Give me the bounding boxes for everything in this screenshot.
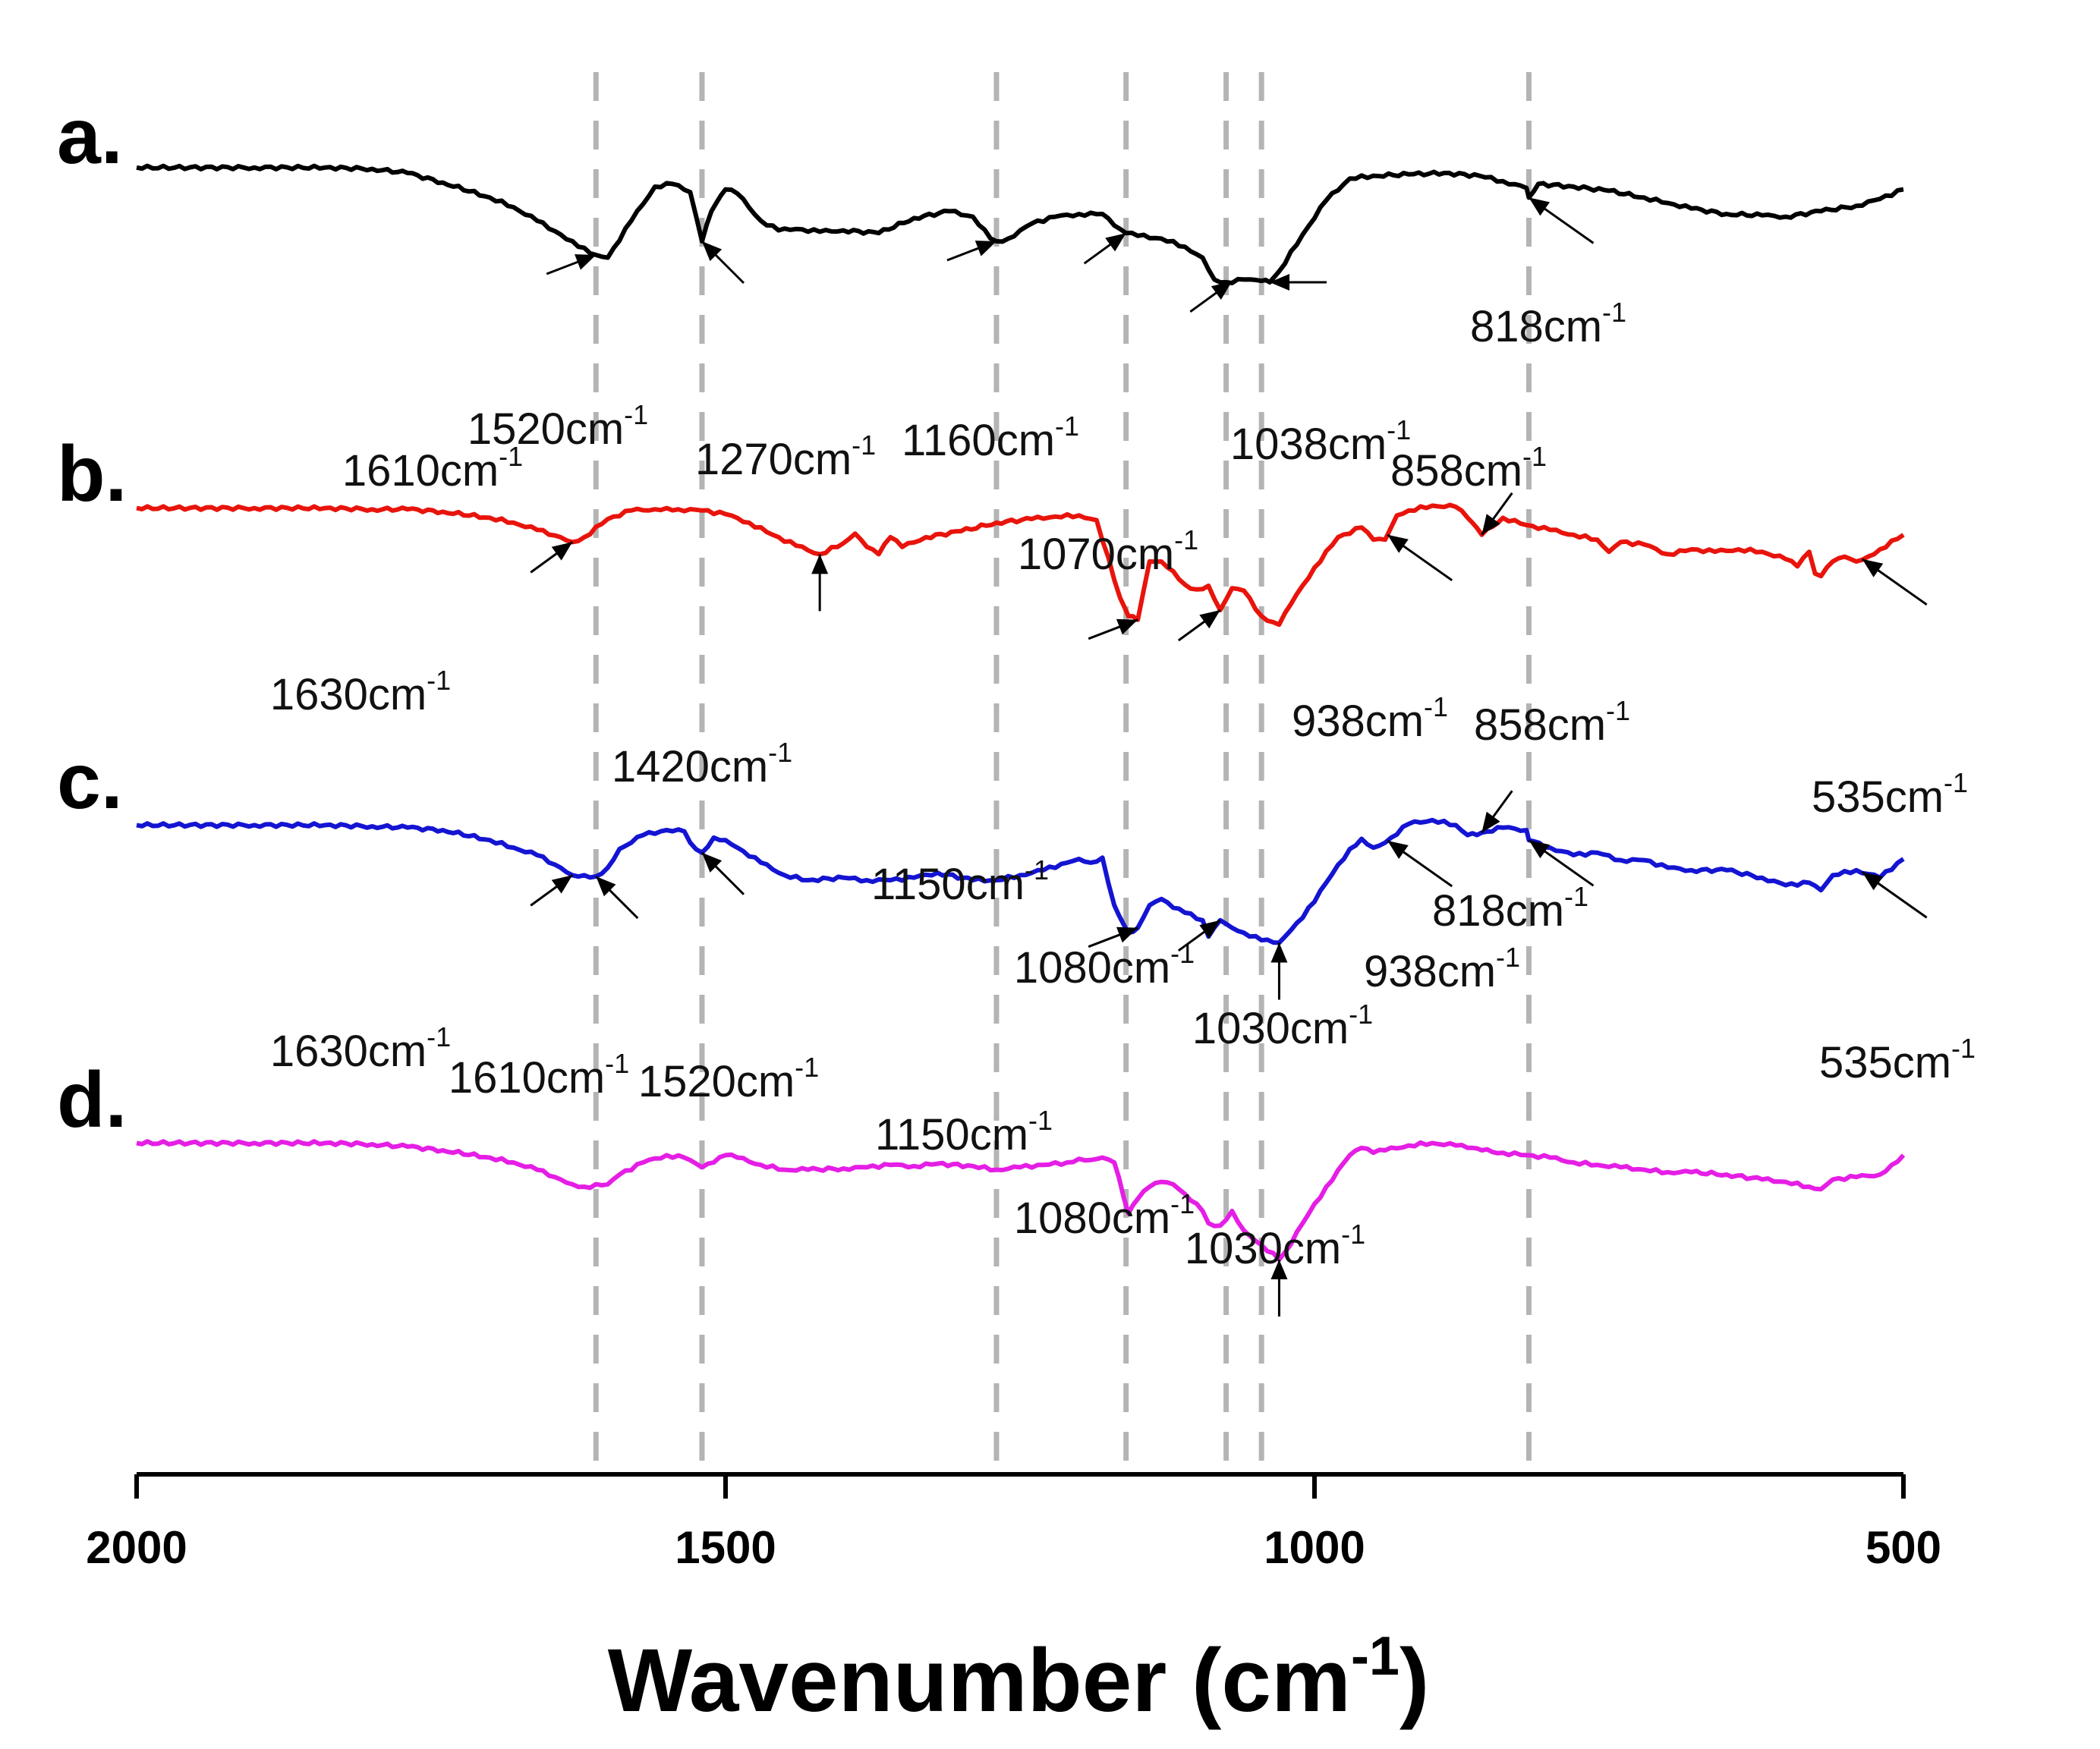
annotation-label: 938cm-1 [1292,691,1448,746]
annotation-b-535cm: 535cm-1 [1812,558,1968,822]
annotation-arrowhead [1862,872,1884,891]
annotation-a-1070cm: 1070cm-1 [1018,280,1233,579]
annotation-arrowhead [575,254,597,270]
annotation-c-535cm: 535cm-1 [1819,871,1976,1087]
annotation-label: 535cm-1 [1812,767,1968,822]
annotation-arrowhead [1481,811,1500,833]
annotation-arrowhead [1270,942,1288,963]
annotation-c-1520cm: 1520cm-1 [638,851,819,1106]
annotation-label: 1160cm-1 [902,411,1079,465]
annotation-arrowhead [701,852,723,873]
annotation-b-1420cm: 1420cm-1 [612,554,829,791]
annotation-a-1270cm: 1270cm-1 [695,240,997,484]
annotation-label: 1070cm-1 [1018,524,1198,579]
x-tick-label: 2000 [86,1522,187,1573]
annotation-c-938cm: 938cm-1 [1364,839,1520,996]
annotation-arrowhead [1270,1260,1288,1279]
annotation-label: 1610cm-1 [449,1048,629,1103]
series-line-c [136,817,1905,945]
annotation-label: 1420cm-1 [612,737,792,791]
annotation-b-1080cm: 1080cm-1 [1014,609,1221,992]
annotation-b-1150cm: 1150cm-1 [871,618,1138,909]
series-label-b: b. [57,430,127,518]
series-label-a: a. [57,93,123,181]
annotation-b-858cm: 858cm-1 [1390,441,1547,536]
annotation-label: 1080cm-1 [1014,938,1195,992]
annotation-label: 1030cm-1 [1185,1219,1365,1273]
annotation-arrowhead [811,554,829,574]
annotation-arrowhead [1529,197,1551,216]
annotation-a-818cm: 818cm-1 [1470,197,1626,351]
annotation-label: 1030cm-1 [1192,999,1373,1053]
annotation-label: 1520cm-1 [468,399,648,454]
annotation-arrowhead [1529,840,1551,859]
annotation-label: 1610cm-1 [342,441,523,495]
annotation-c-1610cm: 1610cm-1 [449,875,639,1103]
annotation-arrowhead [701,241,723,262]
annotation-label: 1150cm-1 [871,854,1049,909]
annotation-a-1160cm: 1160cm-1 [902,231,1127,465]
x-axis: 2000 1500 1000 500 [86,1472,1941,1573]
annotation-arrowhead [1199,610,1220,629]
annotation-c-1150cm: 1150cm-1 [875,926,1138,1159]
annotation-arrowhead [1387,534,1409,553]
annotation-arrowhead [1481,514,1500,535]
annotation-label: 1520cm-1 [638,1052,819,1106]
series-label-c: c. [57,738,123,826]
annotation-label: 535cm-1 [1819,1033,1976,1087]
x-tick-label: 500 [1865,1522,1941,1573]
annotation-label: 858cm-1 [1390,441,1547,495]
annotation-label: 1630cm-1 [270,665,451,719]
annotation-arrowhead [1105,233,1126,252]
annotation-arrowhead [1116,926,1138,943]
annotation-c-1630cm: 1630cm-1 [270,874,574,1076]
series-line-b [136,502,1905,628]
annotation-b-1630cm: 1630cm-1 [270,541,574,719]
annotation-a-1610cm: 1610cm-1 [342,253,597,495]
series-line-a [136,163,1904,285]
annotation-label: 818cm-1 [1432,881,1588,936]
spectra-curves [136,163,1906,1262]
annotation-arrowhead [1862,558,1884,577]
annotation-a-1038cm: 1038cm-1 [1230,274,1411,469]
annotation-arrowhead [1116,618,1138,635]
x-tick-label: 1500 [675,1522,776,1573]
annotation-c-818cm: 818cm-1 [1432,838,1595,936]
annotation-c-858cm: 858cm-1 [1474,695,1630,834]
annotation-d-1030cm: 1030cm-1 [1185,1219,1365,1316]
reference-dashed-lines [593,72,1532,1468]
x-axis-title: Wavenumber (cm-1) [608,1626,1430,1731]
annotation-label: 1080cm-1 [1014,1188,1195,1243]
annotation-label: 858cm-1 [1474,695,1630,750]
annotation-arrowhead [551,542,573,561]
annotation-arrowhead [1211,281,1233,300]
annotation-arrowhead [1199,920,1220,939]
annotation-label: 938cm-1 [1364,942,1520,996]
series-label-d: d. [57,1056,127,1144]
annotation-b-938cm: 938cm-1 [1292,533,1453,746]
annotation-arrowhead [1387,841,1409,860]
annotation-arrowhead [974,241,996,256]
annotation-arrowhead [1270,274,1290,291]
annotation-label: 1150cm-1 [875,1105,1053,1159]
x-tick-label: 1000 [1264,1522,1365,1573]
annotation-label: 818cm-1 [1470,297,1626,351]
annotation-label: 1270cm-1 [695,429,876,484]
annotation-arrowhead [596,876,616,897]
series-line-d [136,1139,1906,1262]
annotation-a-1520cm: 1520cm-1 [468,240,745,454]
annotation-label: 1038cm-1 [1230,414,1411,469]
annotation-arrowhead [551,875,573,894]
annotation-c-1030cm: 1030cm-1 [1192,942,1373,1053]
annotation-c-1080cm: 1080cm-1 [1014,919,1221,1243]
annotation-label: 1630cm-1 [270,1021,451,1076]
